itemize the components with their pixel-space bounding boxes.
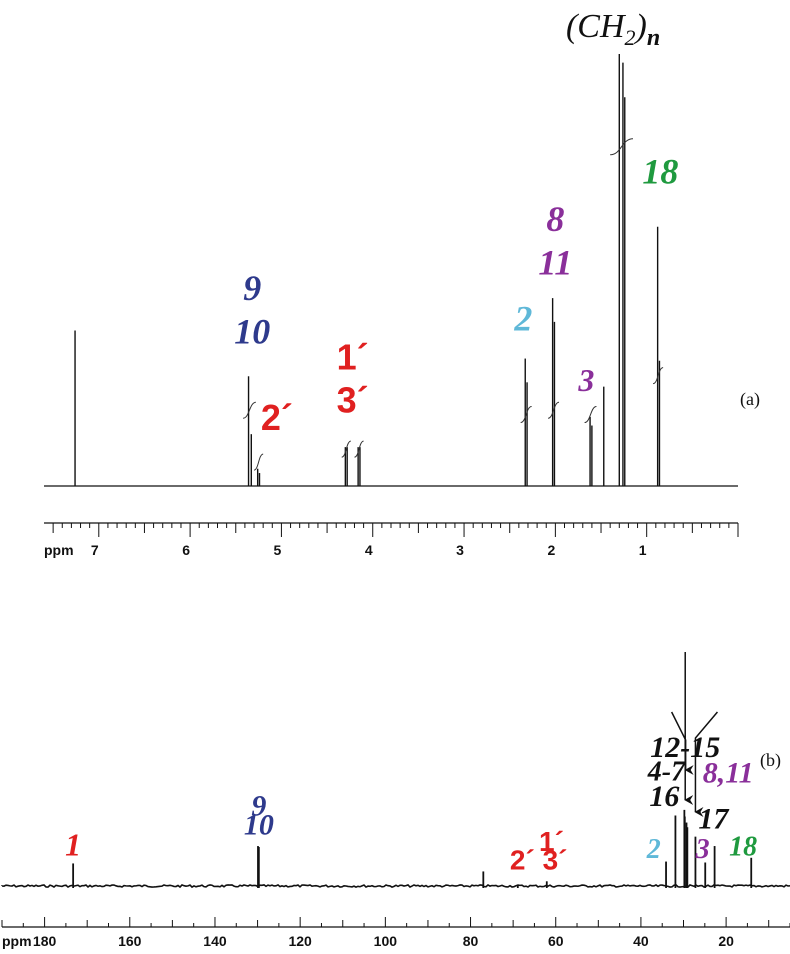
c13-peak-label-9: 10 <box>244 808 274 841</box>
h1-tick-label-5: 5 <box>274 542 282 558</box>
arrow-4-7 <box>670 711 694 775</box>
c13-peak-label-1: 4-7 <box>647 756 686 787</box>
ch2n-annotation: (CH2)n <box>566 8 660 51</box>
h1-integral-1 <box>253 453 264 471</box>
c13-nmr-panel: 180 160 140 120 100 80 60 40 20 ppm (b) 12-154-7 8,1… <box>1 652 790 949</box>
c13-tick-label-40: 40 <box>633 933 649 949</box>
c13-tick-label-100: 100 <box>374 933 398 949</box>
c13-baseline <box>1 883 790 889</box>
c13-tick-label-120: 120 <box>288 933 312 949</box>
c13-tick-label-60: 60 <box>548 933 564 949</box>
h1-peak-label-3: 11 <box>538 242 572 282</box>
h1-integral-7 <box>610 138 634 156</box>
h1-integral-6 <box>584 406 597 424</box>
c13-peak-label-0: 12-15 <box>650 731 720 764</box>
h1-tick-label-6: 6 <box>182 542 190 558</box>
h1-peak-label-1: 18 <box>642 152 678 192</box>
panel-a-label: (a) <box>740 389 760 410</box>
h1-tick-label-7: 7 <box>91 542 99 558</box>
c13-peak-label-11: 1´ <box>539 826 564 857</box>
h1-tick-label-2: 2 <box>547 542 555 558</box>
c13-tick-label-180: 180 <box>33 933 57 949</box>
h1-integral-3 <box>354 440 364 458</box>
h1-peak-label-6: 9 <box>243 268 261 308</box>
h1-peak-label-7: 10 <box>234 311 270 351</box>
c13-tick-label-160: 160 <box>118 933 142 949</box>
c13-tick-label-80: 80 <box>463 933 479 949</box>
h1-integral-4 <box>520 406 532 424</box>
c13-tick-label-140: 140 <box>203 933 227 949</box>
c13-peak-label-2: 8,11 <box>703 757 754 790</box>
h1-tick-labels: 7 6 5 4 3 2 1 <box>91 542 647 558</box>
c13-tick-labels: 180 160 140 120 100 80 60 40 20 <box>33 933 734 949</box>
h1-peak-label-8: 1´ <box>337 336 369 377</box>
c13-axis-unit: ppm <box>2 933 32 949</box>
c13-peak-label-5: 2 <box>646 834 661 865</box>
h1-tick-label-4: 4 <box>365 542 373 558</box>
h1-integral-2 <box>341 440 352 458</box>
c13-peak-label-7: 18 <box>729 831 757 862</box>
c13-tick-label-20: 20 <box>718 933 734 949</box>
panel-b-label: (b) <box>760 750 781 771</box>
h1-tick-label-1: 1 <box>639 542 647 558</box>
c13-peak-label-12: 2´ 3´ <box>510 845 568 876</box>
h1-peak-label-5: 3 <box>577 362 594 398</box>
arrow-8-11 <box>694 711 719 817</box>
h1-tick-label-3: 3 <box>456 542 464 558</box>
c13-peak-label-8: 9 <box>251 790 266 823</box>
h1-peak-label-4: 2 <box>513 298 532 338</box>
c13-peak-label-6: 3 <box>695 834 710 865</box>
h1-peak-label-10: 2´ <box>261 397 293 438</box>
h1-peak-label-2: 8 <box>546 199 564 239</box>
h1-integral-0 <box>242 401 256 419</box>
h1-peak-label-9: 3´ <box>337 380 369 421</box>
h1-integral-5 <box>547 401 560 419</box>
h1-integral-8 <box>652 367 664 385</box>
c13-peak-label-4: 17 <box>698 803 729 836</box>
c13-peak-label-10: 1 <box>65 826 81 862</box>
h1-axis-unit: ppm <box>44 542 74 558</box>
c13-peak-label-3: 16 <box>649 780 679 813</box>
